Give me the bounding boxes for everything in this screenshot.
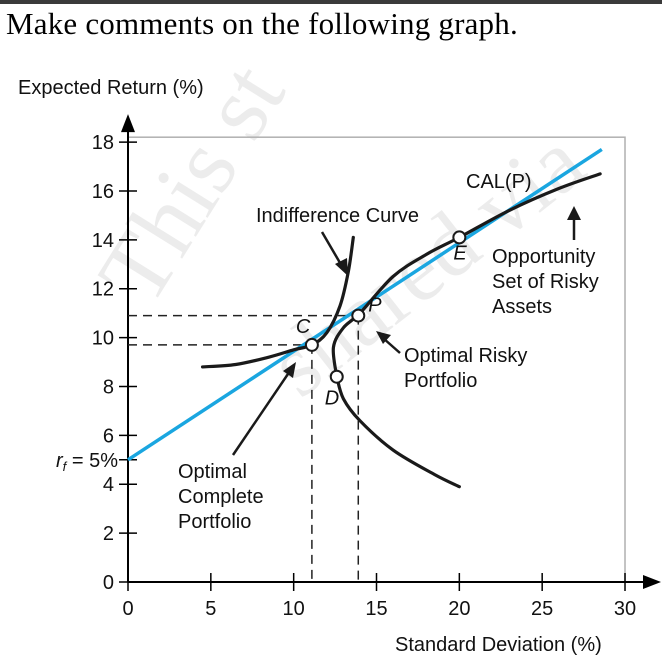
point-label-e: E <box>453 242 467 264</box>
opportunity-set-label: Set of Risky <box>492 271 599 293</box>
question-text: Make comments on the following graph. <box>6 6 518 41</box>
y-tick-label: 16 <box>92 181 114 203</box>
point-p <box>351 308 366 323</box>
x-tick-label: 10 <box>283 598 305 620</box>
opportunity-set-label: Opportunity <box>492 246 595 268</box>
optimal-risky-label: Optimal Risky <box>404 345 527 367</box>
point-label-c: C <box>296 316 311 338</box>
x-tick-label: 25 <box>531 598 553 620</box>
ocp-arrowhead <box>283 362 296 378</box>
series-opp_upper <box>331 172 602 379</box>
opportunity-set-label: Assets <box>492 296 552 318</box>
optimal-risky-label: Portfolio <box>404 370 477 392</box>
top-border <box>0 0 662 4</box>
y-tick-label: 8 <box>103 376 114 398</box>
x-tick-label: 30 <box>614 598 636 620</box>
opp-arrowhead <box>567 206 581 220</box>
optimal-complete-label: Portfolio <box>178 511 251 533</box>
y-tick-label: 4 <box>103 474 114 496</box>
y-axis-arrow <box>121 114 135 133</box>
y-tick-label: 2 <box>103 523 114 545</box>
series-opp_lower <box>335 375 461 489</box>
cal-line <box>127 147 603 462</box>
optimal-complete-label: Optimal <box>178 461 247 483</box>
x-tick-label: 20 <box>448 598 470 620</box>
point-c <box>304 337 319 352</box>
point-label-p: P <box>368 295 382 317</box>
points: C P D E <box>296 230 467 410</box>
y-tick-label: 0 <box>103 572 114 594</box>
y-axis-label: Expected Return (%) <box>18 77 204 99</box>
x-axis-label: Standard Deviation (%) <box>395 634 602 656</box>
y-tick-label: 6 <box>103 425 114 447</box>
x-axis-arrow <box>643 575 662 589</box>
x-tick-label: 5 <box>205 598 216 620</box>
guide-lines <box>128 314 360 582</box>
x-tick-label: 15 <box>365 598 387 620</box>
y-tick-label: 12 <box>92 279 114 301</box>
rf-tick-label: rf = 5% <box>56 450 118 474</box>
point-d <box>329 369 344 384</box>
y-tick-label: 18 <box>92 132 114 154</box>
cal-label: CAL(P) <box>466 171 532 193</box>
indifference-curve-label: Indifference Curve <box>256 205 419 227</box>
annotations: CAL(P) Indifference Curve Opportunity Set o… <box>178 171 599 533</box>
optimal-complete-label: Complete <box>178 486 264 508</box>
indiff-arrowhead <box>335 258 348 276</box>
ocp-arrow <box>231 370 292 456</box>
x-tick-label: 0 <box>122 598 133 620</box>
orp-arrowhead <box>376 331 391 344</box>
y-tick-label: 10 <box>92 328 114 350</box>
point-e <box>452 230 467 245</box>
axes: 0 5 10 15 20 25 30 0 2 4 6 8 10 12 14 16 18 rf = 5% <box>56 114 662 620</box>
point-label-d: D <box>325 388 339 410</box>
y-tick-label: 14 <box>92 230 114 252</box>
